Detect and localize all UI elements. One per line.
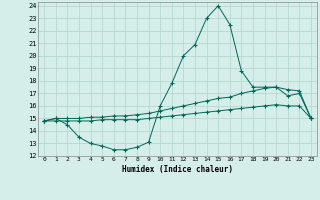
X-axis label: Humidex (Indice chaleur): Humidex (Indice chaleur) <box>122 165 233 174</box>
